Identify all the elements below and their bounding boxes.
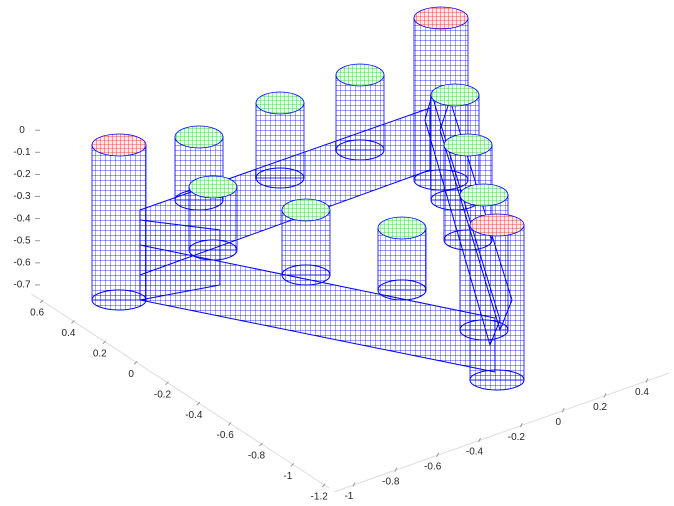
x-tick-label: -0.6: [424, 461, 442, 472]
cylinder-bottom: [470, 370, 524, 390]
cylinder-top: [189, 176, 237, 198]
chart: -1 -0.8 -0.6 -0.4 -0.2 0 0.2 0.4 0.6 0.4 0.2 0 -0.2 -…: [0, 0, 674, 506]
z-tick-label: 0: [19, 125, 25, 136]
y-tick-label: -0.8: [248, 451, 266, 462]
cylinder-top: [282, 199, 330, 221]
z-tick-label: -0.1: [13, 147, 31, 158]
mesh-geometry: [92, 7, 524, 390]
cylinder-top: [470, 214, 524, 236]
z-tick-label: -0.6: [13, 257, 31, 268]
cylinder-top: [460, 184, 508, 206]
x-tick-label: -0.4: [466, 447, 484, 458]
z-tick-label: -0.3: [13, 191, 31, 202]
y-tick-label: -0.6: [217, 430, 235, 441]
x-tick-label: -0.8: [382, 476, 400, 487]
z-tick-label: -0.5: [13, 235, 31, 246]
y-tick-label: 0: [128, 369, 134, 380]
z-tick-label: -0.2: [13, 169, 31, 180]
cylinder-bottom: [378, 280, 426, 300]
cylinder-bottom: [189, 240, 237, 260]
cylinder-top: [92, 134, 146, 156]
y-tick-label: 0.4: [62, 328, 76, 339]
y-tick-label: -1: [283, 471, 292, 482]
cylinder-top: [256, 92, 304, 114]
x-tick-label: -1: [344, 491, 353, 502]
cylinder-bottom: [92, 290, 146, 310]
z-tick-label: -0.4: [13, 213, 31, 224]
cylinder-top: [431, 84, 479, 106]
y-tick-label: -0.4: [185, 410, 203, 421]
cylinder-bottom: [256, 168, 304, 188]
x-tick-label: -0.2: [508, 432, 526, 443]
x-tick-label: 0: [555, 417, 561, 428]
y-tick-label: -1.2: [311, 492, 329, 503]
cylinder-top: [336, 64, 384, 86]
x-axis-line: [334, 373, 669, 492]
cylinder-top: [175, 126, 223, 148]
x-tick-label: 0.4: [635, 387, 649, 398]
x-tick-label: 0.2: [593, 402, 607, 413]
z-tick-label: -0.7: [13, 280, 31, 291]
cylinder-bottom: [282, 265, 330, 285]
y-tick-label: 0.2: [93, 348, 107, 359]
cylinder-body: [92, 145, 146, 300]
cylinder-body: [470, 225, 524, 380]
cylinder-bottom: [336, 140, 384, 160]
cylinder-top: [444, 134, 492, 156]
y-tick-label: 0.6: [30, 308, 44, 319]
cylinder-top: [378, 217, 426, 239]
y-tick-label: -0.2: [154, 389, 172, 400]
cylinder-top: [414, 7, 468, 29]
